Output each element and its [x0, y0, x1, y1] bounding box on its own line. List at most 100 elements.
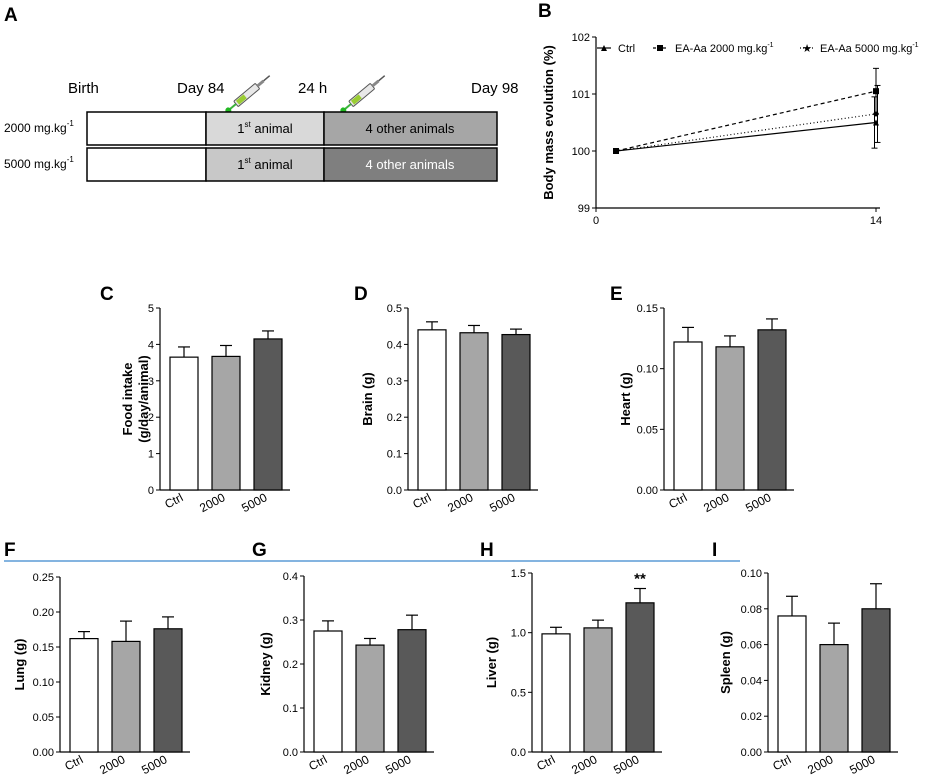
y-tick-label: 0.20	[33, 607, 54, 619]
bar-ctrl	[69, 637, 99, 753]
panel-c: C 0 1 2 3 4 5 Food intake(g/day/animal) Ctrl 2000…	[100, 284, 290, 515]
y-tick-label: 0.5	[387, 303, 402, 315]
y-tick-label: 0.1	[387, 449, 402, 461]
y-tick-label: 1	[148, 449, 154, 461]
y-tick-label: 2	[148, 412, 154, 424]
y-tick-label: 0.04	[741, 675, 762, 687]
y-tick-label: 0.5	[511, 687, 526, 699]
bar-ctrl	[673, 341, 703, 491]
y-tick-label: 0.10	[741, 568, 762, 580]
y-axis-label: Food intake(g/day/animal)	[120, 355, 151, 442]
bar-ctrl	[541, 633, 571, 753]
timeline-day84-label: Day 84	[177, 80, 225, 97]
y-axis-label-line: Spleen (g)	[718, 631, 733, 694]
x-tick-label: 2000	[445, 490, 475, 515]
x-tick-label: 2000	[569, 752, 599, 775]
x-tick-label: 2000	[197, 490, 227, 515]
other-animals-label: 4 other animals	[366, 121, 455, 136]
x-tick-label: 2000	[805, 752, 835, 775]
legend-label-5000: EA-Aa 5000 mg.kg-1	[820, 42, 919, 55]
y-axis-label: Body mass evolution (%)	[541, 45, 556, 200]
x-tick-label: 5000	[611, 752, 641, 775]
timeline-24h-label: 24 h	[298, 80, 327, 97]
x-tick-label: 2000	[341, 752, 371, 775]
panel-e-label: E	[610, 284, 623, 305]
y-tick-label: 0.0	[283, 747, 298, 759]
legend-label-2000: EA-Aa 2000 mg.kg-1	[675, 42, 774, 55]
y-tick-label: 0.10	[637, 364, 658, 376]
y-axis-label: Spleen (g)	[718, 631, 733, 694]
panel-c-label: C	[100, 284, 114, 305]
series-line-3	[615, 113, 877, 152]
panel-g-label: G	[252, 540, 267, 561]
y-axis-label-line: (g/day/animal)	[136, 355, 151, 442]
bar-2000	[355, 644, 385, 753]
y-tick-label: 4	[148, 339, 154, 351]
y-tick-label: 0.15	[637, 303, 658, 315]
x-tick-label: 5000	[239, 490, 269, 515]
bar-5000	[153, 628, 183, 753]
y-tick-label: 0.08	[741, 604, 762, 616]
y-tick-label: 0.05	[637, 424, 658, 436]
panel-d: D 0.0 0.1 0.2 0.3 0.4 0.5 Brain (g) Ctrl 2000 5000	[354, 284, 538, 515]
x-tick-label: Ctrl	[666, 490, 689, 511]
timeline-pre-period	[86, 147, 207, 182]
bar-2000	[715, 346, 745, 491]
y-tick-label: 100	[572, 146, 590, 158]
timeline-row-5000: 5000 mg.kg-1 1st animal 4 other animals	[4, 147, 498, 182]
bar-ctrl	[777, 615, 807, 753]
dose-label-5000: 5000 mg.kg-1	[4, 155, 74, 171]
bar-5000	[757, 329, 787, 491]
legend-item-5000: ★ EA-Aa 5000 mg.kg-1	[800, 42, 919, 55]
x-tick-label: 5000	[139, 752, 169, 775]
syringe-icon	[340, 75, 386, 114]
x-tick-label: 2000	[97, 752, 127, 775]
panel-g: G 0.0 0.1 0.2 0.3 0.4 Kidney (g) Ctrl 2000 5000	[252, 540, 434, 775]
y-axis-label-line: Food intake	[120, 363, 135, 436]
panel-d-label: D	[354, 284, 368, 305]
panel-i: I 0.00 0.02 0.04 0.06 0.08 0.10 Spleen (g) Ctrl 2…	[712, 540, 898, 775]
first-animal-label: 1st animal	[237, 156, 292, 172]
y-tick-label: 1.0	[511, 628, 526, 640]
y-axis-label: Liver (g)	[484, 637, 499, 688]
data-point-star	[873, 111, 879, 117]
y-tick-label: 0.4	[283, 571, 298, 583]
y-tick-label: 0.0	[511, 747, 526, 759]
legend-item-2000: EA-Aa 2000 mg.kg-1	[653, 42, 774, 55]
panel-h: H 0.0 0.5 1.0 1.5 Liver (g) Ctrl 2000 5000 **	[480, 540, 662, 775]
bar-ctrl	[417, 329, 447, 491]
bar-2000	[583, 627, 613, 753]
y-axis-label-line: Lung (g)	[12, 639, 27, 691]
y-tick-label: 1.5	[511, 568, 526, 580]
y-tick-label: 0.00	[741, 747, 762, 759]
bar-2000	[459, 332, 489, 491]
y-axis-label-line: Heart (g)	[618, 372, 633, 425]
y-axis-label: Heart (g)	[618, 372, 633, 425]
y-tick-label: 0.1	[283, 703, 298, 715]
first-animal-label: 1st animal	[237, 120, 292, 136]
y-tick-label: 101	[572, 89, 590, 101]
x-tick-label: Ctrl	[62, 752, 85, 773]
panel-e: E 0.00 0.05 0.10 0.15 Heart (g) Ctrl 2000 5000	[610, 284, 794, 515]
x-tick-label: Ctrl	[770, 752, 793, 773]
x-tick-label: 5000	[383, 752, 413, 775]
x-tick-label: 14	[870, 215, 882, 227]
panel-b: B Ctrl EA-Aa 2000 mg.kg-1 ★ EA-Aa 5000 m…	[538, 1, 919, 227]
x-tick-label: 0	[593, 215, 599, 227]
x-tick-label: 5000	[847, 752, 877, 775]
legend-item-ctrl: Ctrl	[597, 43, 635, 55]
syringe-icon	[225, 75, 271, 114]
y-tick-label: 5	[148, 303, 154, 315]
y-axis-label-line: Liver (g)	[484, 637, 499, 688]
x-tick-label: 5000	[743, 490, 773, 515]
bar-2000	[211, 355, 241, 491]
x-tick-label: 5000	[487, 490, 517, 515]
y-tick-label: 99	[578, 203, 590, 215]
y-tick-label: 3	[148, 376, 154, 388]
x-tick-label: Ctrl	[410, 490, 433, 511]
panel-h-label: H	[480, 540, 494, 561]
panel-f: F 0.00 0.05 0.10 0.15 0.20 0.25 Lung (g) Ctrl 200…	[4, 540, 190, 775]
y-axis-label: Kidney (g)	[258, 632, 273, 696]
bar-2000	[819, 643, 849, 753]
